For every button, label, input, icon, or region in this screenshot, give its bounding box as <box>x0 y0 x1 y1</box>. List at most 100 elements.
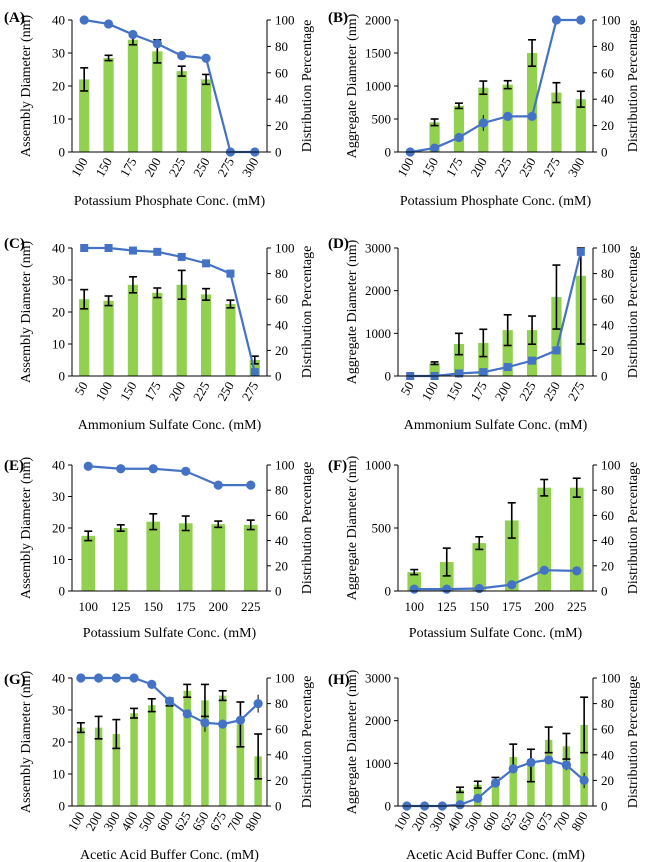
right-tick-label: 100 <box>601 241 621 256</box>
x-tick-label: 250 <box>214 379 237 403</box>
bar <box>201 700 209 806</box>
bar <box>472 543 487 591</box>
left-tick-label: 0 <box>59 799 66 814</box>
right-tick-label: 60 <box>601 508 614 523</box>
left-tick-label: 2000 <box>365 713 391 728</box>
right-tick-label: 0 <box>275 145 282 160</box>
left-axis-title: Assembly Diameter (nm) <box>19 15 34 158</box>
x-tick-label: 150 <box>418 155 441 179</box>
left-tick-label: 10 <box>52 112 65 127</box>
left-tick-label: 20 <box>52 305 65 320</box>
right-axis-title: Distribution Percentage <box>300 246 315 379</box>
right-tick-label: 80 <box>275 266 288 281</box>
line-point <box>80 244 89 252</box>
line-point <box>213 480 223 490</box>
panel-label: (C) <box>4 236 25 252</box>
bar <box>79 299 90 376</box>
bar <box>152 292 163 376</box>
x-tick-label: 50 <box>71 379 90 398</box>
right-tick-label: 80 <box>601 696 614 711</box>
x-tick-label: 800 <box>242 809 265 833</box>
line-point <box>527 111 537 121</box>
right-tick-label: 40 <box>275 92 288 107</box>
right-tick-label: 20 <box>601 773 614 788</box>
line-point <box>116 464 126 474</box>
x-tick-label: 150 <box>117 379 140 403</box>
x-tick-label: 275 <box>239 379 262 403</box>
line-point <box>202 259 211 268</box>
bar <box>127 284 139 376</box>
chart-panel-g: (G)0102030400204060801001002003004005006… <box>4 671 315 862</box>
right-axis-title: Distribution Percentage <box>626 20 641 153</box>
panel-label: (B) <box>328 10 348 26</box>
x-tick-label: 100 <box>92 379 115 403</box>
line-point <box>235 715 246 725</box>
right-axis-title: Distribution Percentage <box>300 462 315 595</box>
line-point <box>182 709 192 719</box>
right-tick-label: 60 <box>275 65 288 80</box>
x-tick-label: 225 <box>492 155 515 179</box>
x-axis-title: Potassium Phosphate Conc. (mM) <box>74 194 266 209</box>
left-tick-label: 30 <box>52 489 65 504</box>
right-tick-label: 100 <box>275 458 295 473</box>
bar <box>94 727 103 806</box>
x-tick-label: 225 <box>567 599 587 614</box>
bar <box>152 51 163 152</box>
x-tick-label: 200 <box>166 379 189 403</box>
bar <box>580 724 588 806</box>
line-point <box>253 699 263 709</box>
line-point <box>473 793 483 803</box>
left-tick-label: 3000 <box>365 671 391 686</box>
right-tick-label: 40 <box>601 92 614 107</box>
distribution-line <box>84 246 256 373</box>
right-tick-label: 80 <box>275 696 288 711</box>
bar <box>575 99 586 152</box>
bar <box>176 71 187 152</box>
bar <box>569 487 584 591</box>
x-tick-label: 100 <box>394 155 417 179</box>
x-tick-label: 150 <box>470 599 490 614</box>
right-tick-label: 20 <box>275 558 288 573</box>
left-axis-title: Aggregate Diameter (nm) <box>345 13 360 158</box>
line-point <box>246 480 256 490</box>
bar <box>200 79 212 152</box>
bar <box>509 756 517 806</box>
x-tick-label: 225 <box>190 379 213 403</box>
x-tick-label: 100 <box>79 599 99 614</box>
chart-panel-f: (F) 0 500 1000 0 20 40 60 80 100 100 125 150 175 200 22… <box>328 455 641 641</box>
right-tick-label: 100 <box>275 671 295 686</box>
x-tick-label: 200 <box>209 599 229 614</box>
bar <box>243 524 258 591</box>
left-tick-label: 500 <box>372 521 392 536</box>
line-point <box>153 247 162 256</box>
line-point <box>442 584 452 594</box>
left-tick-label: 30 <box>52 703 65 718</box>
x-axis-title: Potassium Sulfate Conc. (mM) <box>83 626 257 641</box>
line-point <box>474 583 484 594</box>
panel-label: (G) <box>4 672 26 688</box>
right-axis-title: Distribution Percentage <box>626 676 641 809</box>
left-tick-label: 30 <box>52 46 65 61</box>
bar <box>544 739 553 806</box>
bar <box>127 39 139 152</box>
right-tick-label: 40 <box>275 533 288 548</box>
x-axis-title: Ammonium Sulfate Conc. (mM) <box>404 418 588 433</box>
line-point <box>148 464 158 474</box>
x-tick-label: 175 <box>467 379 490 403</box>
x-tick-label: 200 <box>535 599 555 614</box>
left-tick-label: 0 <box>385 369 392 384</box>
line-point <box>572 566 582 576</box>
left-tick-label: 0 <box>59 145 66 160</box>
line-point <box>455 800 465 810</box>
line-point <box>528 356 537 365</box>
bar <box>453 105 465 152</box>
bar <box>502 330 513 376</box>
right-tick-label: 60 <box>275 508 288 523</box>
line-point <box>478 118 488 128</box>
line-point <box>526 757 536 768</box>
x-axis-title: Potassium Sulfate Conc. (mM) <box>409 626 583 641</box>
left-axis-title: Assembly Diameter (nm) <box>19 671 34 814</box>
bar <box>429 122 440 152</box>
x-tick-label: 275 <box>214 155 237 179</box>
